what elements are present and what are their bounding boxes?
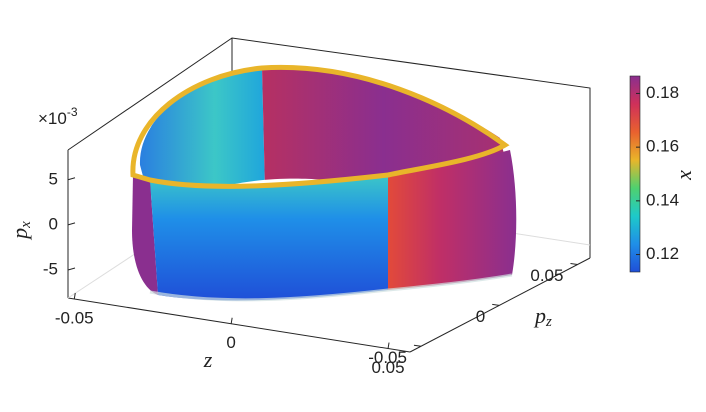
exponent-base: ×10 [38,109,67,128]
z-tick-label: -5 [43,260,58,279]
x-tick-label: -0.05 [55,308,94,327]
tick-mark [67,222,76,226]
tick-mark [67,267,76,271]
colorbar-tick-label: 0.18 [646,83,679,102]
y-axis-label: pz [533,303,552,330]
surface-front-right [388,150,517,290]
z-tick-label: 0 [49,214,58,233]
label-base: p [533,303,546,328]
surface-rim [130,64,510,189]
x-tick-label: 0 [226,333,235,352]
colorbar-tick-label: 0.12 [646,244,679,263]
tick-mark [413,344,422,347]
surface [130,64,517,302]
colorbar-tick-label: 0.14 [646,190,679,209]
z-tick-label: 5 [49,169,58,188]
surface-front-middle [150,175,388,301]
tick-mark [230,317,233,324]
tick-mark [492,303,500,306]
label-base: p [7,228,32,241]
y-tick-label: 0 [476,307,485,326]
tick-mark [570,263,578,266]
tick-mark [73,292,76,300]
label-sub: z [545,314,552,330]
x-tick-label: 0.05 [371,358,404,377]
colorbar-tick-label: 0.16 [646,137,679,156]
surface-front-left [132,175,158,295]
y-tick-label: 0.05 [530,266,563,285]
exponent-power: -3 [67,105,78,119]
surface-back-right [262,67,505,190]
z-axis-label: px [7,221,34,241]
surface-back-left [139,68,265,195]
x-axis-label: z [203,347,213,372]
colorbar-frame [629,75,641,273]
y-tick-label: -0.05 [368,348,407,367]
colorbar-label: x [671,170,696,181]
colorbar [630,76,640,272]
z-exponent: ×10-3 [38,105,78,128]
tick-mark [387,342,390,349]
tick-mark [67,177,76,181]
surface-rim-bottom [149,273,513,302]
label-sub: x [18,221,34,229]
